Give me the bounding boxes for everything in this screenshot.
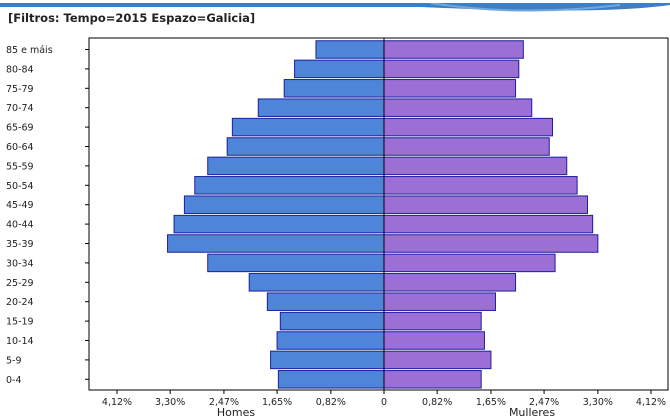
y-tick-labels: 0-4 5-9 10-14 15-19 20-24 25-29 30-34 35-39 40-4… (6, 45, 89, 386)
bar-homes-55-59 (207, 156, 385, 176)
bars-group (167, 40, 599, 389)
bar-mulleres-80-84 (383, 59, 520, 79)
bar-mulleres-60-64 (383, 137, 550, 156)
banner-decoration (0, 2, 670, 12)
male-side-label: Homes (217, 406, 255, 418)
x-tick-label: 0 (381, 397, 387, 408)
bar-homes-25-29 (248, 273, 385, 292)
bar-mulleres-30-34 (383, 253, 556, 273)
bar-homes-10-14 (276, 331, 385, 350)
bar-homes-0-4 (277, 370, 385, 389)
bar-homes-50-54 (194, 176, 385, 195)
bar-mulleres-25-29 (383, 273, 517, 292)
bar-mulleres-40-44 (383, 214, 594, 234)
bar-mulleres-45-49 (383, 195, 588, 214)
bar-mulleres-35-39 (383, 234, 599, 253)
bar-mulleres-15-19 (383, 311, 482, 331)
bar-homes-80-84 (294, 59, 385, 79)
y-tick-label: 5-9 (6, 355, 22, 366)
bar-homes-60-64 (226, 137, 385, 156)
y-tick-label: 40-44 (6, 220, 34, 231)
bar-homes-5-9 (270, 350, 385, 370)
y-tick-label: 85 e máis (6, 45, 53, 56)
x-tick-label: 1,65% (476, 397, 506, 408)
bar-homes-65-69 (231, 117, 385, 137)
bar-homes-75-79 (283, 79, 385, 98)
y-tick-label: 10-14 (6, 336, 34, 347)
y-tick-label: 65-69 (6, 123, 34, 134)
bar-mulleres-20-24 (383, 292, 496, 311)
x-tick-label: 2,47% (529, 397, 559, 408)
y-tick-label: 70-74 (6, 103, 34, 114)
x-tick-label: 1,65% (262, 397, 292, 408)
bar-mulleres-85-e-máis (383, 40, 524, 59)
x-tick-label: 4,12% (102, 397, 132, 408)
y-tick-label: 20-24 (6, 297, 34, 308)
x-ticks: 4,12% 3,30% 2,47% 1,65% 0,82% 0 0,82% 1,65% 2,47… (102, 390, 666, 408)
bar-mulleres-70-74 (383, 98, 533, 117)
y-tick-label: 30-34 (6, 258, 34, 269)
female-side-label: Mulleres (509, 406, 555, 418)
bar-homes-30-34 (207, 253, 385, 273)
bar-mulleres-0-4 (383, 370, 482, 389)
y-tick-label: 0-4 (6, 375, 22, 386)
x-tick-label: 0,82% (422, 397, 452, 408)
plot-frame (88, 37, 669, 391)
filter-caption: [Filtros: Tempo=2015 Espazo=Galicia] (8, 11, 256, 25)
top-banner (0, 0, 670, 12)
y-tick-label: 80-84 (6, 64, 34, 75)
y-tick-label: 45-49 (6, 200, 34, 211)
bar-homes-35-39 (167, 234, 385, 253)
bar-mulleres-75-79 (383, 79, 517, 98)
x-tick-label: 4,12% (636, 397, 666, 408)
bar-mulleres-65-69 (383, 117, 553, 137)
x-tick-label: 2,47% (209, 397, 239, 408)
bar-homes-40-44 (173, 214, 385, 234)
bar-mulleres-10-14 (383, 331, 485, 350)
bar-homes-70-74 (257, 98, 385, 117)
y-tick-label: 60-64 (6, 142, 34, 153)
x-tick-label: 3,30% (583, 397, 613, 408)
bar-mulleres-55-59 (383, 156, 568, 176)
bar-mulleres-50-54 (383, 176, 578, 195)
y-tick-label: 15-19 (6, 317, 34, 328)
y-tick-label: 50-54 (6, 181, 34, 192)
y-tick-label: 55-59 (6, 161, 34, 172)
y-tick-label: 75-79 (6, 84, 34, 95)
bar-homes-15-19 (279, 311, 385, 331)
bar-mulleres-5-9 (383, 350, 492, 370)
x-tick-label: 3,30% (155, 397, 185, 408)
bar-homes-20-24 (266, 292, 385, 311)
y-tick-label: 25-29 (6, 278, 34, 289)
y-tick-label: 35-39 (6, 239, 34, 250)
bar-homes-85-e-máis (315, 40, 385, 59)
x-tick-label: 0,82% (316, 397, 346, 408)
bar-homes-45-49 (183, 195, 385, 214)
